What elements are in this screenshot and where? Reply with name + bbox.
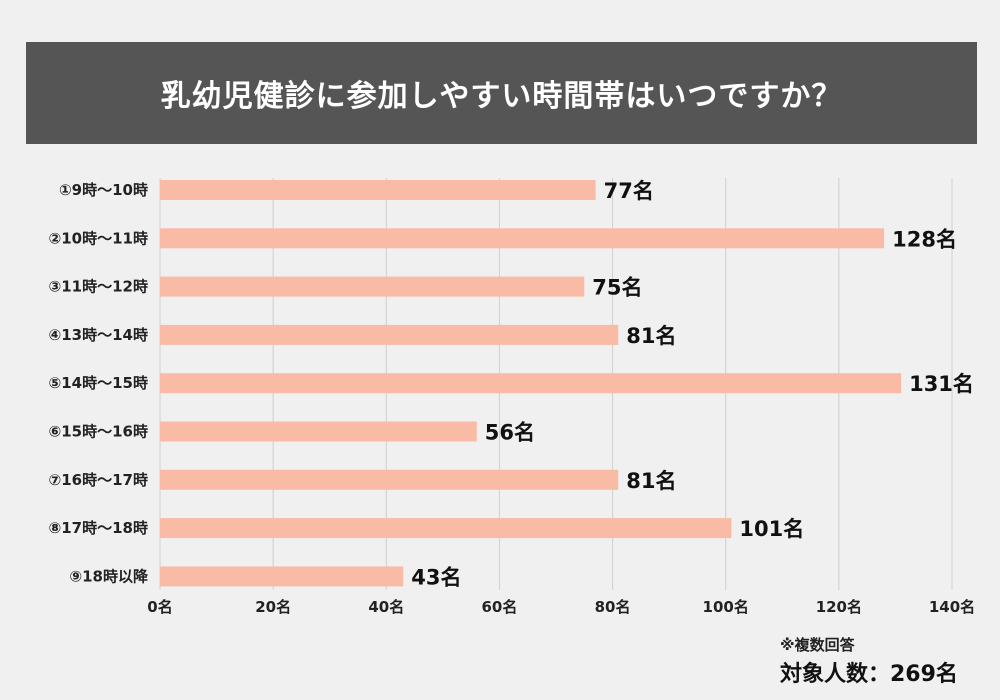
value-label: 56名 — [485, 421, 535, 445]
value-label: 77名 — [604, 179, 654, 203]
category-label: ③11時〜12時 — [49, 278, 148, 296]
bar — [160, 421, 477, 442]
value-label: 81名 — [626, 469, 676, 493]
x-tick-label: 20名 — [255, 598, 291, 616]
x-tick-label: 140名 — [929, 598, 975, 616]
value-label: 131名 — [909, 372, 974, 396]
category-label: ④13時〜14時 — [49, 326, 148, 344]
bar — [160, 276, 585, 297]
x-tick-label: 80名 — [595, 598, 631, 616]
value-label: 81名 — [626, 324, 676, 348]
category-label: ②10時〜11時 — [49, 229, 148, 247]
bar — [160, 566, 404, 587]
category-label: ⑨18時以降 — [69, 567, 149, 585]
footnote-multiple-answer: ※複数回答 — [780, 636, 855, 654]
x-tick-label: 60名 — [481, 598, 517, 616]
category-label: ①9時〜10時 — [59, 181, 148, 199]
bar — [160, 228, 885, 249]
bar — [160, 518, 732, 539]
x-tick-label: 120名 — [816, 598, 862, 616]
value-label: 43名 — [411, 565, 461, 589]
bar — [160, 469, 619, 490]
bar — [160, 373, 902, 394]
category-label: ⑧17時〜18時 — [49, 519, 148, 537]
value-label: 101名 — [739, 517, 804, 541]
chart-title-bar: 乳幼児健診に参加しやすい時間帯はいつですか？ — [26, 42, 977, 144]
bar — [160, 324, 619, 345]
category-label: ⑥15時〜16時 — [49, 423, 148, 441]
footnote-total-respondents: 対象人数：269名 — [780, 662, 958, 687]
x-tick-label: 100名 — [703, 598, 749, 616]
x-tick-label: 40名 — [368, 598, 404, 616]
bar — [160, 180, 596, 200]
category-label: ⑤14時〜15時 — [49, 374, 148, 392]
category-label: ⑦16時〜17時 — [49, 471, 148, 489]
value-label: 128名 — [892, 227, 957, 251]
chart-title: 乳幼児健診に参加しやすい時間帯はいつですか？ — [160, 79, 843, 114]
x-tick-label: 0名 — [147, 598, 172, 616]
value-label: 75名 — [592, 276, 642, 300]
